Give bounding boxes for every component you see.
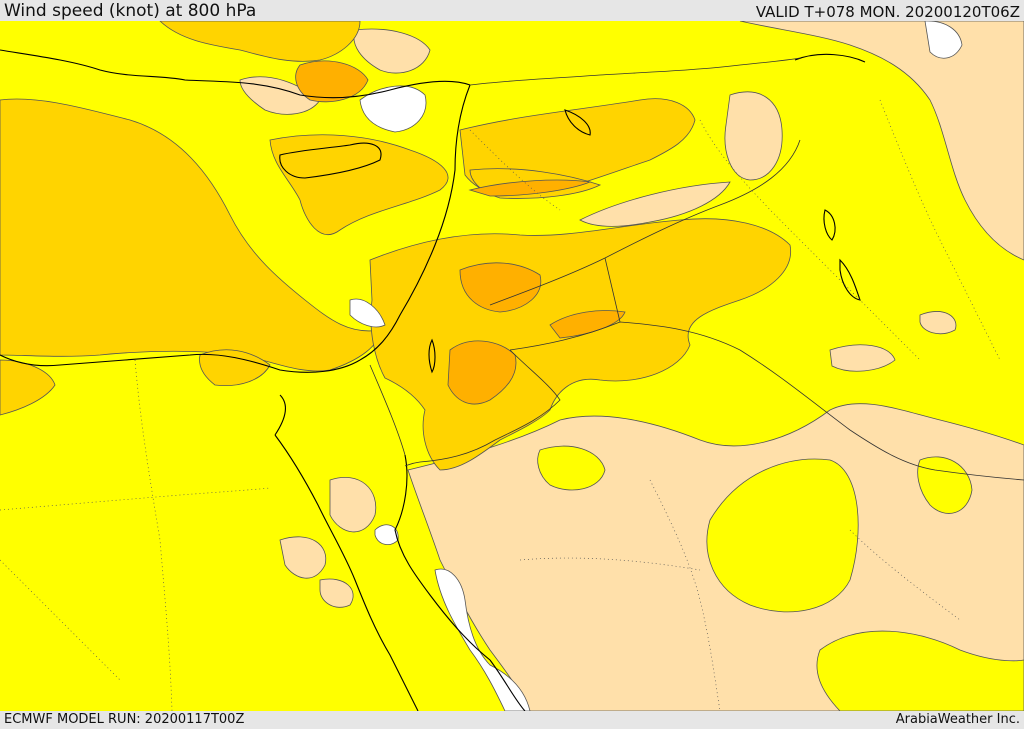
moderate-pocket-central-arabia	[706, 458, 859, 613]
map-title: Wind speed (knot) at 800 hPa	[4, 1, 257, 21]
strong-wind-areas	[295, 60, 626, 405]
internal-boundaries	[0, 99, 1001, 711]
light-wind-gulf-island	[919, 311, 957, 335]
light-wind-iraq-patch	[724, 91, 783, 181]
wind-speed-map[interactable]	[0, 21, 1024, 711]
dotted-egypt-vertical	[134, 359, 173, 711]
moderate-pocket-southeast	[816, 630, 1024, 711]
fresh-wind-anatolia-south	[269, 134, 449, 235]
dotted-syria	[469, 129, 561, 211]
moderate-pocket-gulf	[917, 456, 973, 514]
light-wind-nile-delta	[239, 76, 321, 115]
coastline-egypt	[0, 353, 361, 373]
moderate-wind-pockets	[537, 445, 1024, 711]
coastline-levant	[359, 84, 471, 361]
calm-east-corner	[924, 21, 963, 59]
fresh-wind-nw-corner	[159, 21, 361, 62]
border-turkey-syria	[469, 57, 801, 86]
coastline-sea-of-galilee	[564, 109, 591, 136]
moderate-pocket-northwest-arabia	[537, 445, 606, 491]
light-wind-syria-desert	[579, 181, 731, 227]
coastline-gulf-island-2	[839, 258, 861, 301]
dotted-iraq	[699, 119, 921, 361]
header-bar: Wind speed (knot) at 800 hPa VALID T+078…	[0, 0, 1024, 21]
dotted-libya	[0, 559, 121, 681]
light-wind-sinai	[329, 477, 377, 533]
light-wind-red-sea-east	[319, 578, 354, 608]
strong-wind-jordan	[447, 340, 517, 405]
coastline-red-sea-west	[274, 434, 419, 711]
light-wind-red-sea-west	[279, 536, 327, 579]
strong-wind-turkey	[295, 60, 369, 103]
coastline-turkey	[0, 49, 471, 99]
credit-label: ArabiaWeather Inc.	[895, 712, 1020, 727]
coastline-caspian-edge	[794, 53, 866, 63]
model-run-label: ECMWF MODEL RUN: 20200117T00Z	[4, 712, 245, 727]
light-wind-northeast	[739, 21, 1024, 261]
dotted-iran	[879, 99, 1001, 361]
border-jordan-iraq	[604, 257, 621, 323]
fresh-wind-egypt-coast	[199, 349, 271, 386]
border-egypt-sudan	[369, 364, 406, 456]
coastline-gulf-of-suez	[274, 394, 286, 436]
border-syria-iraq	[489, 139, 801, 306]
valid-time-label: VALID T+078 MON. 20200120T06Z	[755, 3, 1020, 21]
border-jordan-saudi	[509, 321, 1024, 481]
calm-red-sea-north	[434, 568, 531, 711]
coastline-dead-sea	[428, 338, 436, 374]
coastlines	[0, 49, 866, 711]
calm-wind-areas	[349, 21, 963, 711]
political-borders	[369, 57, 1024, 481]
calm-anatolia	[359, 85, 427, 133]
strong-wind-syria	[459, 262, 542, 313]
light-wind-iraq-south	[829, 344, 896, 372]
strong-wind-east-syria	[549, 310, 626, 339]
dotted-arabia-3	[849, 529, 961, 621]
coastline-cyprus	[279, 142, 382, 179]
light-wind-lebanon-coast	[353, 28, 431, 74]
footer-bar: ECMWF MODEL RUN: 20200117T00Z ArabiaWeat…	[0, 711, 1024, 729]
coastline-red-sea-east	[394, 454, 526, 711]
border-jordan-south	[404, 349, 561, 467]
strong-wind-iraq-streak	[468, 179, 592, 197]
coastline-gulf-island	[823, 209, 836, 241]
calm-sinai-coast	[349, 298, 386, 328]
dotted-egypt	[0, 487, 271, 511]
